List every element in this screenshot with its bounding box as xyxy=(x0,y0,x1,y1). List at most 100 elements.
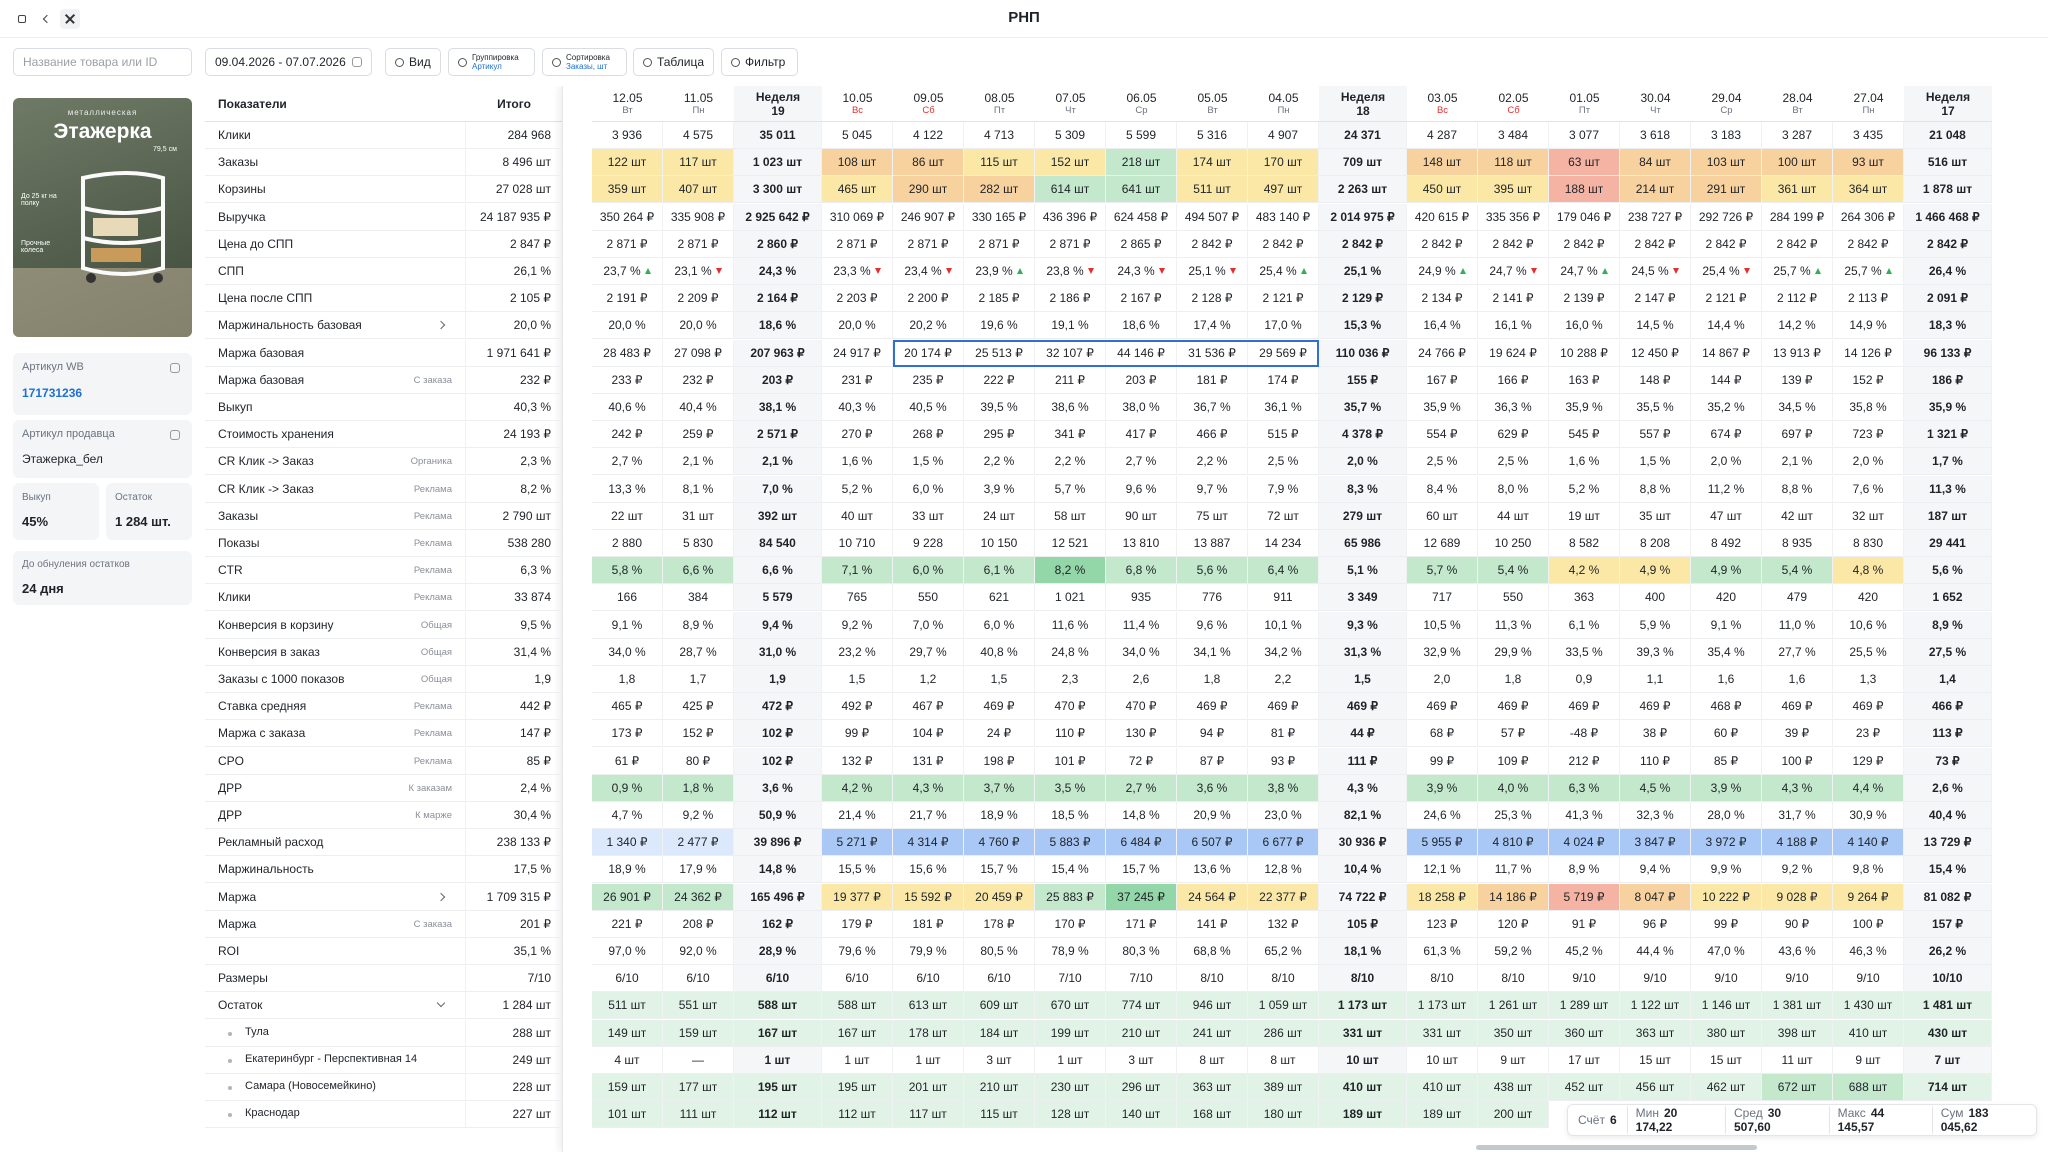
value-cell[interactable]: 207 963 ₽ xyxy=(734,339,822,367)
total-cell[interactable]: 2 790 шт xyxy=(466,502,562,530)
value-cell[interactable]: 1,6 xyxy=(1762,666,1833,693)
value-cell[interactable]: 3 287 xyxy=(1762,122,1833,149)
value-cell[interactable]: 4,3 % xyxy=(1319,774,1407,802)
value-cell[interactable]: 23 ₽ xyxy=(1833,720,1904,748)
value-cell[interactable]: 284 199 ₽ xyxy=(1762,203,1833,231)
value-cell[interactable]: 1 289 шт xyxy=(1549,992,1620,1020)
value-cell[interactable]: 24,7 % xyxy=(1478,258,1549,285)
value-cell[interactable]: 241 шт xyxy=(1177,1019,1248,1047)
value-cell[interactable]: 39,5 % xyxy=(964,394,1035,421)
value-cell[interactable]: 4,2 % xyxy=(822,774,893,802)
value-cell[interactable]: 1 878 шт xyxy=(1904,176,1992,204)
value-cell[interactable]: 9,4 % xyxy=(734,611,822,639)
value-cell[interactable]: 1,6 xyxy=(1691,666,1762,693)
value-cell[interactable]: 18,1 % xyxy=(1319,938,1407,965)
value-cell[interactable]: 7/10 xyxy=(1106,965,1177,993)
value-cell[interactable]: 24 шт xyxy=(964,502,1035,530)
value-cell[interactable]: 10 222 ₽ xyxy=(1691,883,1762,911)
value-cell[interactable]: 341 ₽ xyxy=(1035,421,1106,449)
value-cell[interactable]: 456 шт xyxy=(1620,1074,1691,1101)
value-cell[interactable]: 212 ₽ xyxy=(1549,747,1620,775)
value-cell[interactable]: 44 146 ₽ xyxy=(1106,339,1177,367)
value-cell[interactable]: 14,9 % xyxy=(1833,312,1904,340)
value-cell[interactable]: 511 шт xyxy=(1177,176,1248,204)
value-cell[interactable]: 19,6 % xyxy=(964,312,1035,340)
value-cell[interactable]: 104 ₽ xyxy=(893,720,964,748)
value-cell[interactable]: 117 шт xyxy=(893,1101,964,1129)
value-cell[interactable]: 4 810 ₽ xyxy=(1478,829,1549,857)
value-cell[interactable]: 545 ₽ xyxy=(1549,421,1620,449)
value-cell[interactable]: 79,6 % xyxy=(822,938,893,965)
value-cell[interactable]: 2 134 ₽ xyxy=(1407,285,1478,313)
value-cell[interactable]: 641 шт xyxy=(1106,176,1177,204)
value-cell[interactable]: 8 935 xyxy=(1762,530,1833,557)
value-cell[interactable]: 2 113 ₽ xyxy=(1833,285,1904,313)
value-cell[interactable]: 36,3 % xyxy=(1478,394,1549,421)
value-cell[interactable]: 5 719 ₽ xyxy=(1549,883,1620,911)
value-cell[interactable]: 26,2 % xyxy=(1904,938,1992,965)
value-cell[interactable]: 19,1 % xyxy=(1035,312,1106,340)
value-cell[interactable]: 688 шт xyxy=(1833,1074,1904,1101)
column-header[interactable]: Неделя 17 xyxy=(1904,86,1992,122)
value-cell[interactable]: 2 571 ₽ xyxy=(734,421,822,449)
value-cell[interactable]: 1,5 xyxy=(964,666,1035,693)
value-cell[interactable]: 9 шт xyxy=(1833,1046,1904,1074)
value-cell[interactable]: 93 шт xyxy=(1833,149,1904,177)
value-cell[interactable]: 2 842 ₽ xyxy=(1833,230,1904,258)
value-cell[interactable]: 17,4 % xyxy=(1177,312,1248,340)
value-cell[interactable]: 25,5 % xyxy=(1833,638,1904,666)
value-cell[interactable]: 614 шт xyxy=(1035,176,1106,204)
value-cell[interactable]: 35,9 % xyxy=(1407,394,1478,421)
value-cell[interactable]: 9,1 % xyxy=(1691,611,1762,639)
value-cell[interactable]: 3,9 % xyxy=(1407,774,1478,802)
value-cell[interactable]: 34,0 % xyxy=(1106,638,1177,666)
value-cell[interactable]: 714 шт xyxy=(1904,1074,1992,1101)
value-cell[interactable]: 335 356 ₽ xyxy=(1478,203,1549,231)
value-cell[interactable]: 2,1 % xyxy=(734,448,822,476)
value-cell[interactable]: 35 011 xyxy=(734,122,822,149)
total-cell[interactable]: 288 шт xyxy=(466,1019,562,1047)
value-cell[interactable]: 10 288 ₽ xyxy=(1549,339,1620,367)
value-cell[interactable]: 295 ₽ xyxy=(964,421,1035,449)
column-header[interactable]: 02.05 Сб xyxy=(1478,86,1549,122)
value-cell[interactable]: 82,1 % xyxy=(1319,802,1407,829)
value-cell[interactable]: 9,2 % xyxy=(663,802,734,829)
value-cell[interactable]: 4 287 xyxy=(1407,122,1478,149)
value-cell[interactable]: 8/10 xyxy=(1478,965,1549,993)
value-cell[interactable]: 2 860 ₽ xyxy=(734,230,822,258)
value-cell[interactable]: 200 шт xyxy=(1478,1101,1549,1129)
value-cell[interactable]: 24,3 % xyxy=(1106,258,1177,285)
value-cell[interactable]: 1,5 xyxy=(1319,666,1407,693)
value-cell[interactable]: 2 121 ₽ xyxy=(1248,285,1319,313)
value-cell[interactable]: 118 шт xyxy=(1478,149,1549,177)
value-cell[interactable]: 42 шт xyxy=(1762,502,1833,530)
value-cell[interactable]: 469 ₽ xyxy=(1478,693,1549,721)
column-header[interactable]: 04.05 Пн xyxy=(1248,86,1319,122)
total-cell[interactable]: 284 968 xyxy=(466,122,562,149)
value-cell[interactable]: 5,2 % xyxy=(1549,475,1620,503)
value-cell[interactable]: 23,9 % xyxy=(964,258,1035,285)
value-cell[interactable]: 10 шт xyxy=(1319,1046,1407,1074)
value-cell[interactable]: 7,0 % xyxy=(734,475,822,503)
value-cell[interactable]: 18,3 % xyxy=(1904,312,1992,340)
value-cell[interactable]: 189 шт xyxy=(1407,1101,1478,1129)
value-cell[interactable]: 129 ₽ xyxy=(1833,747,1904,775)
value-cell[interactable]: 29 569 ₽ xyxy=(1248,339,1319,367)
value-cell[interactable]: 470 ₽ xyxy=(1106,693,1177,721)
value-cell[interactable]: 2 191 ₽ xyxy=(592,285,663,313)
value-cell[interactable]: 4 122 xyxy=(893,122,964,149)
value-cell[interactable]: 10,1 % xyxy=(1248,611,1319,639)
value-cell[interactable]: 1 481 шт xyxy=(1904,992,1992,1020)
value-cell[interactable]: 170 ₽ xyxy=(1035,910,1106,938)
value-cell[interactable]: 58 шт xyxy=(1035,502,1106,530)
value-cell[interactable]: 436 396 ₽ xyxy=(1035,203,1106,231)
value-cell[interactable]: 90 шт xyxy=(1106,502,1177,530)
value-cell[interactable]: 2 185 ₽ xyxy=(964,285,1035,313)
value-cell[interactable]: 2 925 642 ₽ xyxy=(734,203,822,231)
value-cell[interactable]: 2 091 ₽ xyxy=(1904,285,1992,313)
value-cell[interactable]: 201 шт xyxy=(893,1074,964,1101)
value-cell[interactable]: 467 ₽ xyxy=(893,693,964,721)
column-header[interactable]: 29.04 Ср xyxy=(1691,86,1762,122)
value-cell[interactable]: 181 ₽ xyxy=(1177,366,1248,394)
value-cell[interactable]: 2,0 % xyxy=(1833,448,1904,476)
